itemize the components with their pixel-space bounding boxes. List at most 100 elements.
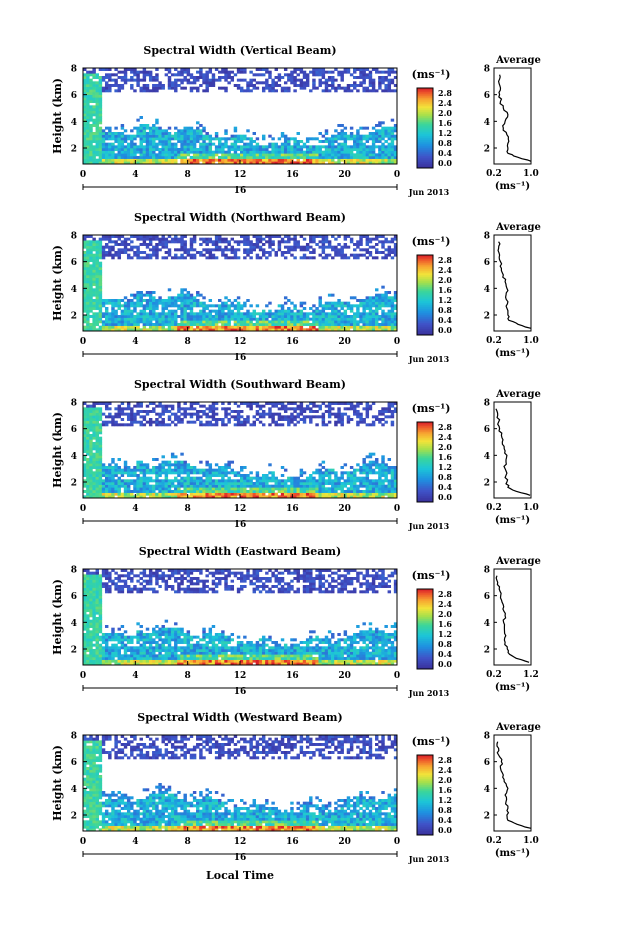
heatmap-cell (299, 315, 304, 318)
heatmap-cell (186, 312, 191, 316)
heatmap-cell (86, 423, 90, 427)
heatmap-cell (130, 245, 134, 249)
heatmap-cell (86, 323, 90, 326)
heatmap-cell (139, 243, 143, 246)
heatmap-cell (205, 468, 209, 472)
heatmap-cell (101, 86, 106, 90)
heatmap-cell (98, 495, 103, 499)
heatmap-cell (331, 312, 335, 316)
heatmap-cell (387, 320, 392, 324)
heatmap-cell (362, 76, 366, 79)
heatmap-cell (136, 460, 140, 464)
heatmap-cell (371, 156, 376, 159)
heatmap-cell (230, 301, 235, 305)
heatmap-cell (192, 301, 197, 305)
heatmap-cell (177, 474, 181, 477)
heatmap-cell (318, 240, 322, 244)
heatmap-cell (353, 84, 357, 87)
heatmap-cell (170, 240, 175, 244)
heatmap-cell (236, 328, 241, 332)
heatmap-cell (83, 466, 87, 469)
heatmap-cell (123, 471, 128, 475)
heatmap-cell (302, 237, 307, 241)
heatmap-cell (89, 124, 93, 127)
heatmap-cell (277, 153, 282, 157)
heatmap-cell (152, 291, 156, 294)
heatmap-cell (145, 126, 150, 130)
heatmap-cell (180, 466, 184, 469)
heatmap-cell (98, 309, 103, 313)
heatmap-cell (305, 148, 310, 151)
heatmap-cell (130, 418, 134, 421)
heatmap-cell (86, 102, 90, 106)
heatmap-cell (283, 73, 288, 77)
heatmap-cell (95, 452, 99, 456)
heatmap-cell (86, 86, 90, 90)
heatmap-cell (324, 253, 329, 257)
heatmap-cell (381, 121, 385, 125)
heatmap-cell (381, 76, 385, 79)
heatmap-cell (145, 476, 150, 480)
heatmap-cell (136, 317, 140, 321)
heatmap-cell (104, 423, 109, 427)
heatmap-cell (104, 132, 109, 135)
heatmap-cell (114, 309, 118, 313)
heatmap-cell (202, 73, 206, 77)
heatmap-cell (89, 471, 93, 475)
heatmap-cell (196, 148, 200, 151)
heatmap-cell (365, 126, 370, 130)
heatmap-cell (111, 466, 115, 469)
heatmap-cell (353, 412, 357, 416)
heatmap-cell (349, 304, 354, 308)
heatmap-cell (120, 423, 125, 427)
heatmap-cell (211, 256, 216, 260)
x-tick-label: 0 (80, 170, 86, 180)
heatmap-cell (98, 482, 103, 485)
heatmap-cell (92, 495, 96, 499)
heatmap-cell (293, 81, 297, 85)
heatmap-cell (280, 161, 285, 165)
heatmap-cell (183, 129, 187, 133)
heatmap-cell (86, 272, 90, 276)
heatmap-cell (378, 132, 382, 135)
heatmap-cell (89, 86, 93, 90)
heatmap-cell (334, 148, 338, 151)
heatmap-cell (89, 267, 93, 270)
heatmap-cell (126, 156, 131, 159)
heatmap-cell (86, 129, 90, 133)
heatmap-cell (98, 245, 103, 249)
heatmap-cell (111, 328, 115, 332)
heatmap-cell (309, 161, 313, 165)
heatmap-cell (202, 304, 206, 308)
heatmap-cell (199, 148, 203, 151)
heatmap-cell (312, 237, 316, 241)
heatmap-cell (192, 487, 197, 491)
heatmap-cell (120, 86, 125, 90)
heatmap-cell (192, 402, 197, 405)
heatmap-cell (152, 86, 156, 90)
heatmap-cell (104, 84, 109, 87)
heatmap-cell (196, 323, 200, 326)
heatmap-cell (249, 158, 253, 162)
heatmap-cell (83, 126, 87, 130)
heatmap-cell (152, 156, 156, 159)
heatmap-cell (327, 156, 332, 159)
heatmap-cell (83, 309, 87, 313)
heatmap-cell (98, 68, 103, 71)
heatmap-cell (92, 410, 96, 413)
heatmap-cell (133, 70, 137, 74)
heatmap-cell (136, 304, 140, 308)
heatmap-cell (218, 76, 222, 79)
heatmap-cell (362, 161, 366, 165)
heatmap-cell (293, 89, 297, 93)
heatmap-cell (302, 158, 307, 162)
heatmap-cell (381, 235, 385, 238)
colorbar-segment (417, 327, 433, 330)
heatmap-cell (189, 243, 194, 246)
heatmap-cell (92, 121, 96, 125)
heatmap-cell (214, 153, 219, 157)
heatmap-cell (111, 420, 115, 424)
heatmap-cell (92, 487, 96, 491)
heatmap-cell (158, 296, 162, 300)
heatmap-cell (89, 283, 93, 286)
